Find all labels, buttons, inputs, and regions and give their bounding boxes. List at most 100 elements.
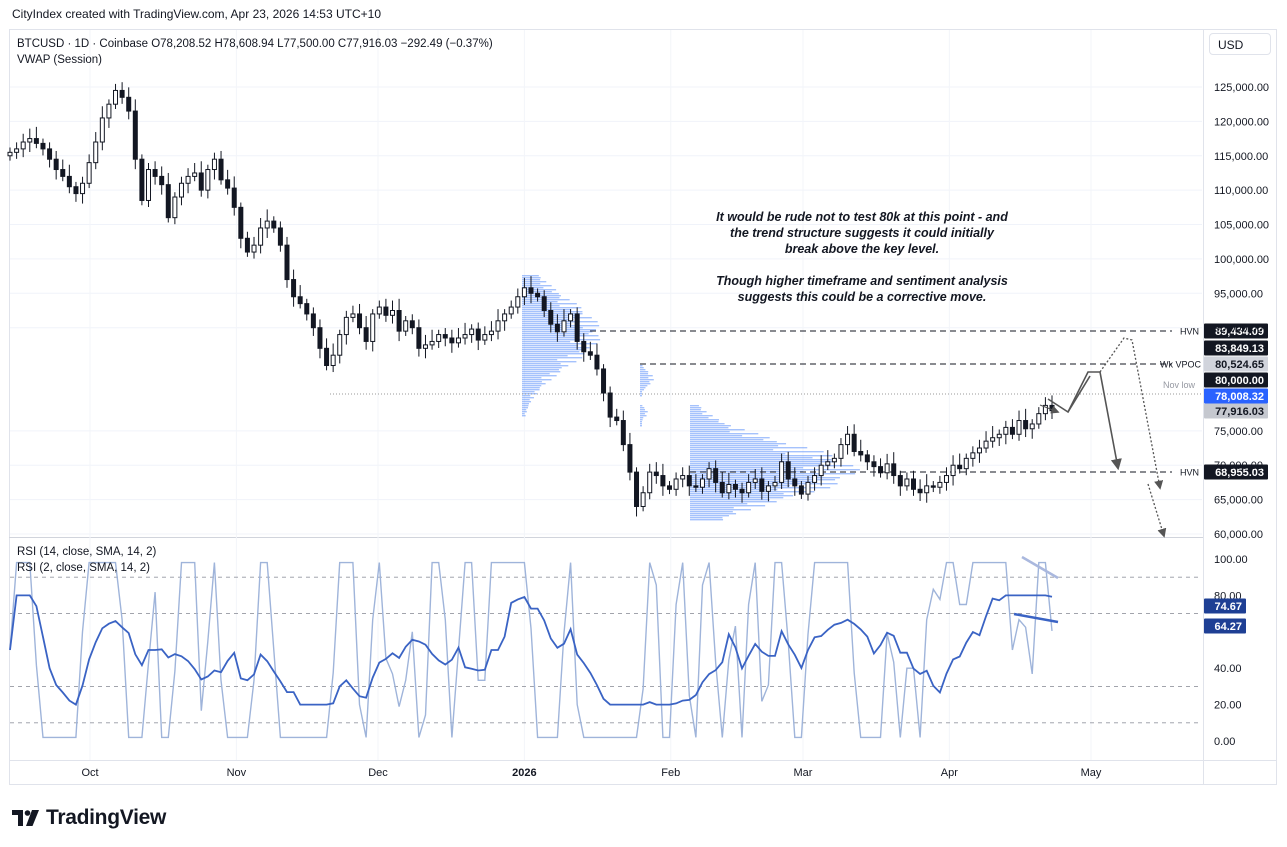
volume-profile-bar: [690, 407, 702, 409]
volume-profile-bar: [522, 411, 527, 413]
pane-divider[interactable]: [9, 537, 1203, 538]
candle-up: [765, 485, 771, 492]
chart-frame: [9, 29, 1277, 785]
volume-profile-bar: [522, 275, 539, 277]
price-tick-label: 100,000.00: [1214, 254, 1269, 266]
volume-profile-bar: [522, 281, 547, 283]
candle-down: [277, 227, 283, 246]
candle-down: [73, 186, 79, 195]
volume-profile-bar: [640, 373, 649, 375]
candle-up: [726, 483, 732, 494]
volume-profile-bar: [690, 465, 854, 467]
candle-down: [159, 175, 165, 186]
volume-profile-bar: [690, 511, 733, 513]
volume-profile-bar: [690, 499, 770, 501]
volume-profile-bar: [522, 293, 559, 295]
price-tick-label: 75,000.00: [1214, 426, 1263, 438]
volume-profile-bar: [522, 405, 529, 407]
volume-profile-bar: [640, 409, 645, 411]
volume-profile-bar: [690, 449, 774, 451]
rsi-divergence-line: [1013, 612, 1059, 624]
candle-up: [1003, 426, 1009, 435]
candle-down: [119, 89, 125, 98]
time-tick-label: 2026: [512, 767, 536, 779]
volume-profile-bar: [690, 505, 766, 507]
candle-up: [422, 344, 428, 349]
tradingview-logo[interactable]: TradingView: [12, 806, 166, 830]
candle-down: [851, 433, 857, 452]
candle-down: [396, 310, 402, 332]
volume-profile-bar: [690, 405, 699, 407]
tradingview-logo-text: TradingView: [46, 806, 167, 829]
volume-profile-bar: [690, 519, 724, 521]
candle-down: [594, 354, 600, 370]
projection-path-start: [1039, 404, 1060, 414]
candle-down: [548, 310, 554, 325]
candle-down: [759, 478, 765, 492]
volume-profile-bar: [522, 367, 562, 369]
volume-profile-bar: [690, 431, 730, 433]
candle-down: [47, 148, 53, 160]
volume-profile-bar: [522, 363, 561, 365]
candle-down: [581, 340, 587, 353]
candle-up: [1036, 413, 1042, 425]
candle-up: [99, 117, 105, 143]
candle-up: [185, 175, 191, 184]
rsi14-legend[interactable]: RSI (14, close, SMA, 14, 2): [17, 546, 157, 558]
volume-profile-bar: [690, 497, 784, 499]
candle-down: [231, 187, 237, 208]
rsi2-legend[interactable]: RSI (2, close, SMA, 14, 2): [17, 562, 150, 574]
volume-profile-bar: [522, 415, 526, 417]
volume-profile-bar: [522, 341, 571, 343]
projection-path-alt-down: [1147, 483, 1167, 538]
time-tick-label: Oct: [81, 767, 98, 779]
price-tick-label: 110,000.00: [1214, 185, 1268, 197]
candle-up: [211, 158, 217, 171]
volume-profile-bar: [690, 441, 777, 443]
candle-up: [1042, 404, 1048, 415]
main-legend[interactable]: BTCUSD · 1D · Coinbase O78,208.52 H78,60…: [17, 36, 493, 68]
candle-up: [568, 313, 574, 322]
candle-down: [449, 337, 455, 344]
price-tag-label: 83,849.13: [1215, 343, 1264, 355]
rsi-divergence-line: [1021, 555, 1059, 580]
volume-profile-bar: [522, 403, 529, 405]
rsi-legend[interactable]: RSI (14, close, SMA, 14, 2) RSI (2, clos…: [17, 544, 156, 576]
candle-up: [502, 313, 508, 322]
volume-profile-bar: [640, 393, 642, 395]
volume-profile-bar: [522, 349, 584, 351]
candle-down: [891, 463, 897, 477]
rsi-value-tag-label: 64.27: [1214, 621, 1242, 633]
candle-up: [699, 478, 705, 488]
rsi-tick-label: 100.00: [1214, 554, 1248, 566]
volume-profile-bar: [522, 399, 530, 401]
candle-up: [812, 475, 818, 483]
candle-up: [429, 340, 435, 346]
candle-down: [627, 444, 633, 473]
candle-down: [284, 244, 290, 281]
rsi-tick-label: 20.00: [1214, 700, 1242, 712]
candle-up: [976, 447, 982, 454]
volume-profile-bar: [522, 379, 552, 381]
candle-up: [845, 433, 851, 446]
candle-down: [60, 169, 66, 177]
candle-up: [647, 471, 653, 494]
price-tag: [1204, 464, 1268, 480]
candle-down: [198, 172, 204, 191]
candle-down: [33, 138, 39, 144]
candle-down: [126, 96, 132, 112]
chart-attribution: CityIndex created with TradingView.com, …: [12, 7, 381, 21]
candle-up: [805, 481, 811, 495]
volume-profile-bar: [640, 381, 650, 383]
vwap-legend[interactable]: VWAP (Session): [17, 54, 102, 66]
price-tick-label: 95,000.00: [1214, 288, 1263, 300]
candle-down: [363, 327, 369, 342]
candle-up: [390, 310, 396, 316]
volume-profile-bar: [690, 453, 786, 455]
volume-profile-bar: [690, 415, 713, 417]
volume-profile-bar: [690, 493, 784, 495]
price-tag: [1204, 388, 1268, 404]
symbol-ohlc-line[interactable]: BTCUSD · 1D · Coinbase O78,208.52 H78,60…: [17, 38, 493, 50]
currency-button[interactable]: USD: [1209, 33, 1271, 55]
